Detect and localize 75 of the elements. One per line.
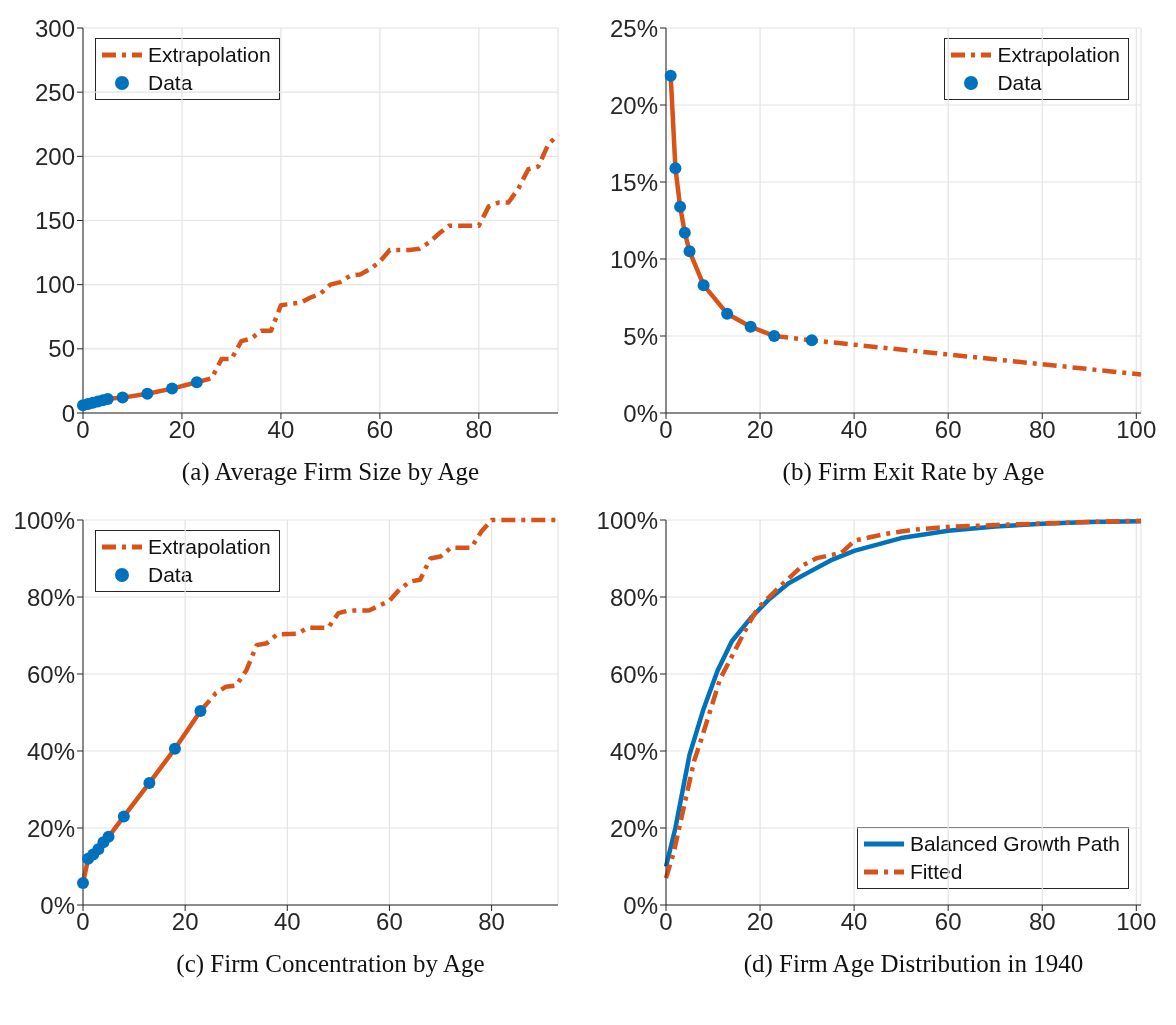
legend-label: Data [148, 70, 193, 96]
legend-label: Extrapolation [148, 534, 271, 560]
legend-label: Data [997, 70, 1042, 96]
y-tick-label: 50 [48, 335, 75, 363]
y-tick-label: 10% [609, 245, 658, 273]
text: (d) Firm Age Distribution in 1940 [742, 950, 1085, 978]
y-tick-label: 300 [34, 14, 75, 42]
point [721, 307, 734, 320]
y-tick-label: 20% [26, 814, 75, 842]
point [669, 162, 682, 175]
y-tick-label: 40% [609, 737, 658, 765]
y-tick-label: 0% [40, 891, 75, 919]
x-tick-label: 80 [1028, 908, 1056, 936]
x-tick-label: 40 [273, 908, 301, 936]
y-tick-label: 250 [34, 78, 75, 106]
x-tick-label: 20 [171, 908, 199, 936]
point [664, 69, 677, 82]
point [141, 387, 154, 400]
x-tick-label: 60 [934, 908, 962, 936]
x-tick-label: 20 [746, 908, 774, 936]
y-tick-label: 80% [609, 583, 658, 611]
y-tick-label: 0% [623, 891, 658, 919]
y-tick-label: 5% [623, 322, 658, 350]
x-tick-label: 20 [746, 416, 774, 444]
point [117, 810, 130, 823]
text: (a) Average Firm Size by Age [180, 458, 481, 486]
legend-label: Fitted [909, 859, 963, 885]
point [768, 330, 781, 342]
y-tick-label: 60% [609, 660, 658, 688]
point [194, 704, 207, 717]
text: (b) Firm Exit Rate by Age [781, 458, 1046, 486]
y-tick-label: 100% [13, 506, 75, 534]
text: (c) Firm Concentration by Age [175, 950, 486, 978]
x-tick-label: 80 [1028, 416, 1056, 444]
y-tick-label: 20% [609, 91, 658, 119]
x-tick-label: 60 [934, 416, 962, 444]
x-tick-label: 40 [840, 416, 868, 444]
legend-label: Balanced Growth Path [909, 831, 1120, 857]
point [674, 200, 687, 213]
legend-label: Extrapolation [148, 42, 271, 68]
point [697, 279, 710, 292]
point [166, 382, 179, 395]
x-tick-label: 40 [840, 908, 868, 936]
point [744, 320, 757, 333]
y-tick-label: 200 [34, 142, 75, 170]
point [805, 334, 818, 347]
y-tick-label: 100 [34, 271, 75, 299]
y-tick-label: 100% [596, 506, 658, 534]
point [168, 742, 181, 755]
x-tick-label: 80 [465, 416, 493, 444]
legend-label: Data [148, 562, 193, 588]
y-tick-label: 25% [609, 14, 658, 42]
y-tick-label: 150 [34, 207, 75, 235]
legend-label: Extrapolation [997, 42, 1120, 68]
x-tick-label: 20 [168, 416, 196, 444]
x-tick-label: 60 [376, 908, 403, 936]
y-tick-label: 0% [623, 399, 658, 427]
point [116, 391, 129, 404]
point [102, 830, 115, 843]
x-tick-label: 40 [267, 416, 295, 444]
y-tick-label: 0 [61, 399, 75, 427]
x-tick-label: 100 [1116, 416, 1157, 444]
point [77, 877, 89, 890]
y-tick-label: 40% [26, 737, 75, 765]
y-tick-label: 60% [26, 660, 75, 688]
point [678, 226, 691, 239]
point [190, 376, 203, 389]
x-tick-label: 100 [1116, 908, 1157, 936]
y-tick-label: 15% [609, 168, 658, 196]
x-tick-label: 60 [366, 416, 394, 444]
y-tick-label: 20% [609, 814, 658, 842]
point [683, 245, 696, 258]
x-tick-label: 80 [478, 908, 505, 936]
y-tick-label: 80% [26, 583, 75, 611]
point [143, 776, 156, 789]
